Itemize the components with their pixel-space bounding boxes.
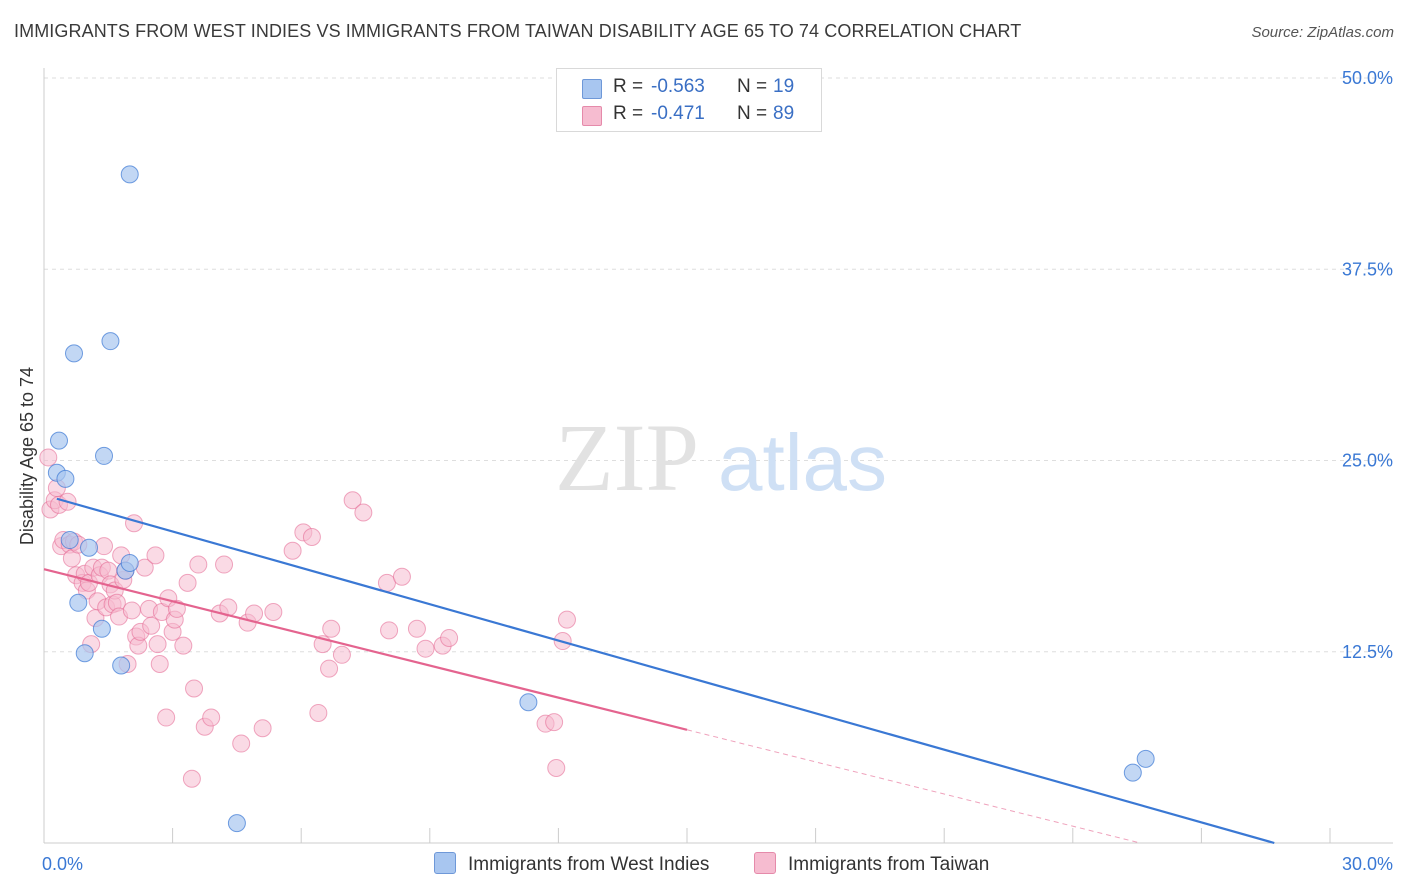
taiwan-point — [354, 503, 373, 522]
west-indies-point — [69, 593, 88, 612]
taiwan-point — [309, 703, 328, 722]
taiwan-point — [392, 567, 411, 586]
trend-line-taiwan-extension — [686, 729, 1141, 844]
y-tick-label: 12.5% — [1342, 642, 1393, 662]
west-indies-point — [1136, 749, 1155, 768]
legend-r-label: R = — [613, 76, 644, 97]
x-tick-label: 0.0% — [42, 854, 83, 874]
legend-item-taiwan: Immigrants from Taiwan — [754, 852, 989, 876]
y-tick-label: 25.0% — [1342, 451, 1393, 471]
west-indies-point — [95, 446, 114, 465]
west-indies-point — [112, 656, 131, 675]
taiwan-point — [332, 645, 351, 664]
west-indies-point — [101, 332, 120, 351]
taiwan-point — [322, 619, 341, 638]
legend-n-label: N = — [737, 103, 768, 124]
taiwan-point — [407, 619, 426, 638]
taiwan-point — [343, 491, 362, 510]
taiwan-point — [215, 555, 234, 574]
taiwan-point — [157, 708, 176, 727]
taiwan-point — [253, 719, 272, 738]
west-indies-point — [519, 693, 538, 712]
legend-r-label: R = — [613, 103, 644, 124]
watermark-zip: ZIP — [555, 404, 699, 511]
taiwan-point — [557, 610, 576, 629]
taiwan-point — [185, 679, 204, 698]
trend-lines — [43, 497, 1275, 845]
taiwan-point — [174, 636, 193, 655]
taiwan-point — [377, 573, 396, 592]
series-taiwan-points — [39, 448, 576, 788]
taiwan-point — [148, 635, 167, 654]
y-tick-label: 50.0% — [1342, 68, 1393, 88]
taiwan-point — [264, 602, 283, 621]
legend-label-taiwan: Immigrants from Taiwan — [788, 854, 990, 875]
taiwan-point — [545, 713, 564, 732]
taiwan-point — [440, 628, 459, 647]
chart-title: IMMIGRANTS FROM WEST INDIES VS IMMIGRANT… — [14, 21, 1022, 41]
series-west-indies-points — [47, 165, 1155, 833]
taiwan-point — [202, 708, 221, 727]
trend-line-west-indies — [56, 497, 1275, 845]
y-axis-title: Disability Age 65 to 74 — [17, 367, 37, 545]
west-indies-point — [50, 431, 69, 450]
taiwan-point — [150, 654, 169, 673]
legend-swatch-taiwan — [754, 852, 776, 874]
taiwan-point — [189, 555, 208, 574]
west-indies-point — [80, 538, 99, 557]
legend-n-value: 19 — [773, 76, 795, 97]
west-indies-point — [1123, 763, 1142, 782]
legend-swatch-west-indies — [434, 852, 456, 874]
taiwan-point — [182, 769, 201, 788]
taiwan-point — [547, 759, 566, 778]
watermark-atlas: atlas — [718, 418, 887, 507]
axis-labels: 12.5% 25.0% 37.5% 50.0% 0.0% 30.0% Disability … — [17, 68, 1393, 874]
taiwan-point — [39, 448, 58, 467]
taiwan-point — [320, 659, 339, 678]
taiwan-point — [380, 621, 399, 640]
taiwan-point — [283, 541, 302, 560]
legend-label-west-indies: Immigrants from West Indies — [468, 854, 710, 875]
source-label: Source: ZipAtlas.com — [1251, 24, 1394, 41]
west-indies-point — [75, 644, 94, 663]
legend-n-value: 89 — [773, 103, 795, 124]
legend-n-label: N = — [737, 76, 768, 97]
watermark: ZIP atlas — [555, 404, 887, 511]
west-indies-point — [227, 814, 246, 833]
legend-r-value: -0.563 — [651, 76, 705, 97]
taiwan-point — [302, 528, 321, 546]
taiwan-point — [95, 537, 114, 556]
legend-swatch-west-indies — [582, 79, 602, 99]
taiwan-point — [416, 639, 435, 658]
gridlines — [44, 77, 1393, 653]
west-indies-point — [60, 531, 79, 550]
west-indies-point — [120, 165, 139, 184]
taiwan-point — [122, 601, 141, 620]
legend-swatch-taiwan — [582, 106, 602, 126]
legend-r-value: -0.471 — [651, 103, 705, 124]
trend-line-taiwan — [43, 568, 688, 731]
y-tick-label: 37.5% — [1342, 259, 1393, 279]
taiwan-point — [142, 616, 161, 635]
taiwan-point — [146, 546, 165, 565]
taiwan-point — [232, 734, 251, 753]
west-indies-point — [56, 469, 75, 488]
x-tick-label: 30.0% — [1342, 854, 1393, 874]
taiwan-point — [178, 573, 197, 592]
legend-item-west-indies: Immigrants from West Indies — [434, 852, 709, 876]
correlation-legend: R = -0.563 N = 19 R = -0.471 N = 89 — [556, 68, 822, 132]
west-indies-point — [92, 619, 111, 638]
taiwan-point — [167, 599, 186, 618]
west-indies-point — [120, 554, 139, 573]
west-indies-point — [65, 344, 84, 363]
